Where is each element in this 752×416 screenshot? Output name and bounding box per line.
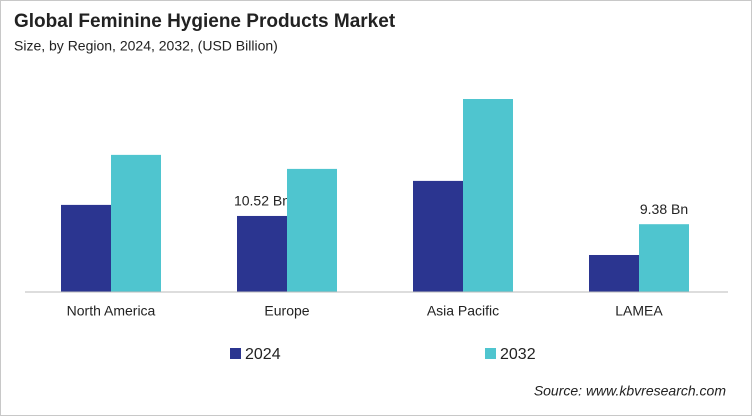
- x-tick-label: Asia Pacific: [427, 303, 499, 319]
- x-tick-label: Europe: [264, 303, 309, 319]
- bar: [61, 204, 111, 292]
- data-label: 9.38 Bn: [640, 201, 688, 217]
- x-tick-label: North America: [67, 303, 156, 319]
- bar: [639, 224, 689, 292]
- data-label: 10.52 Bn: [234, 193, 290, 209]
- bar: [413, 180, 463, 292]
- x-tick-label: LAMEA: [615, 303, 663, 319]
- legend-label: 2032: [500, 346, 536, 363]
- bar: [237, 215, 287, 292]
- source: Source: www.kbvresearch.com: [534, 383, 727, 399]
- bar: [589, 254, 639, 292]
- legend-swatch: [230, 348, 241, 359]
- bar: [287, 168, 337, 292]
- chart-title: Global Feminine Hygiene Products Market: [14, 11, 396, 32]
- bar: [111, 154, 161, 292]
- bar: [463, 99, 513, 292]
- legend-label: 2024: [245, 346, 281, 363]
- chart-subtitle: Size, by Region, 2024, 2032, (USD Billio…: [14, 38, 278, 54]
- legend-swatch: [485, 348, 496, 359]
